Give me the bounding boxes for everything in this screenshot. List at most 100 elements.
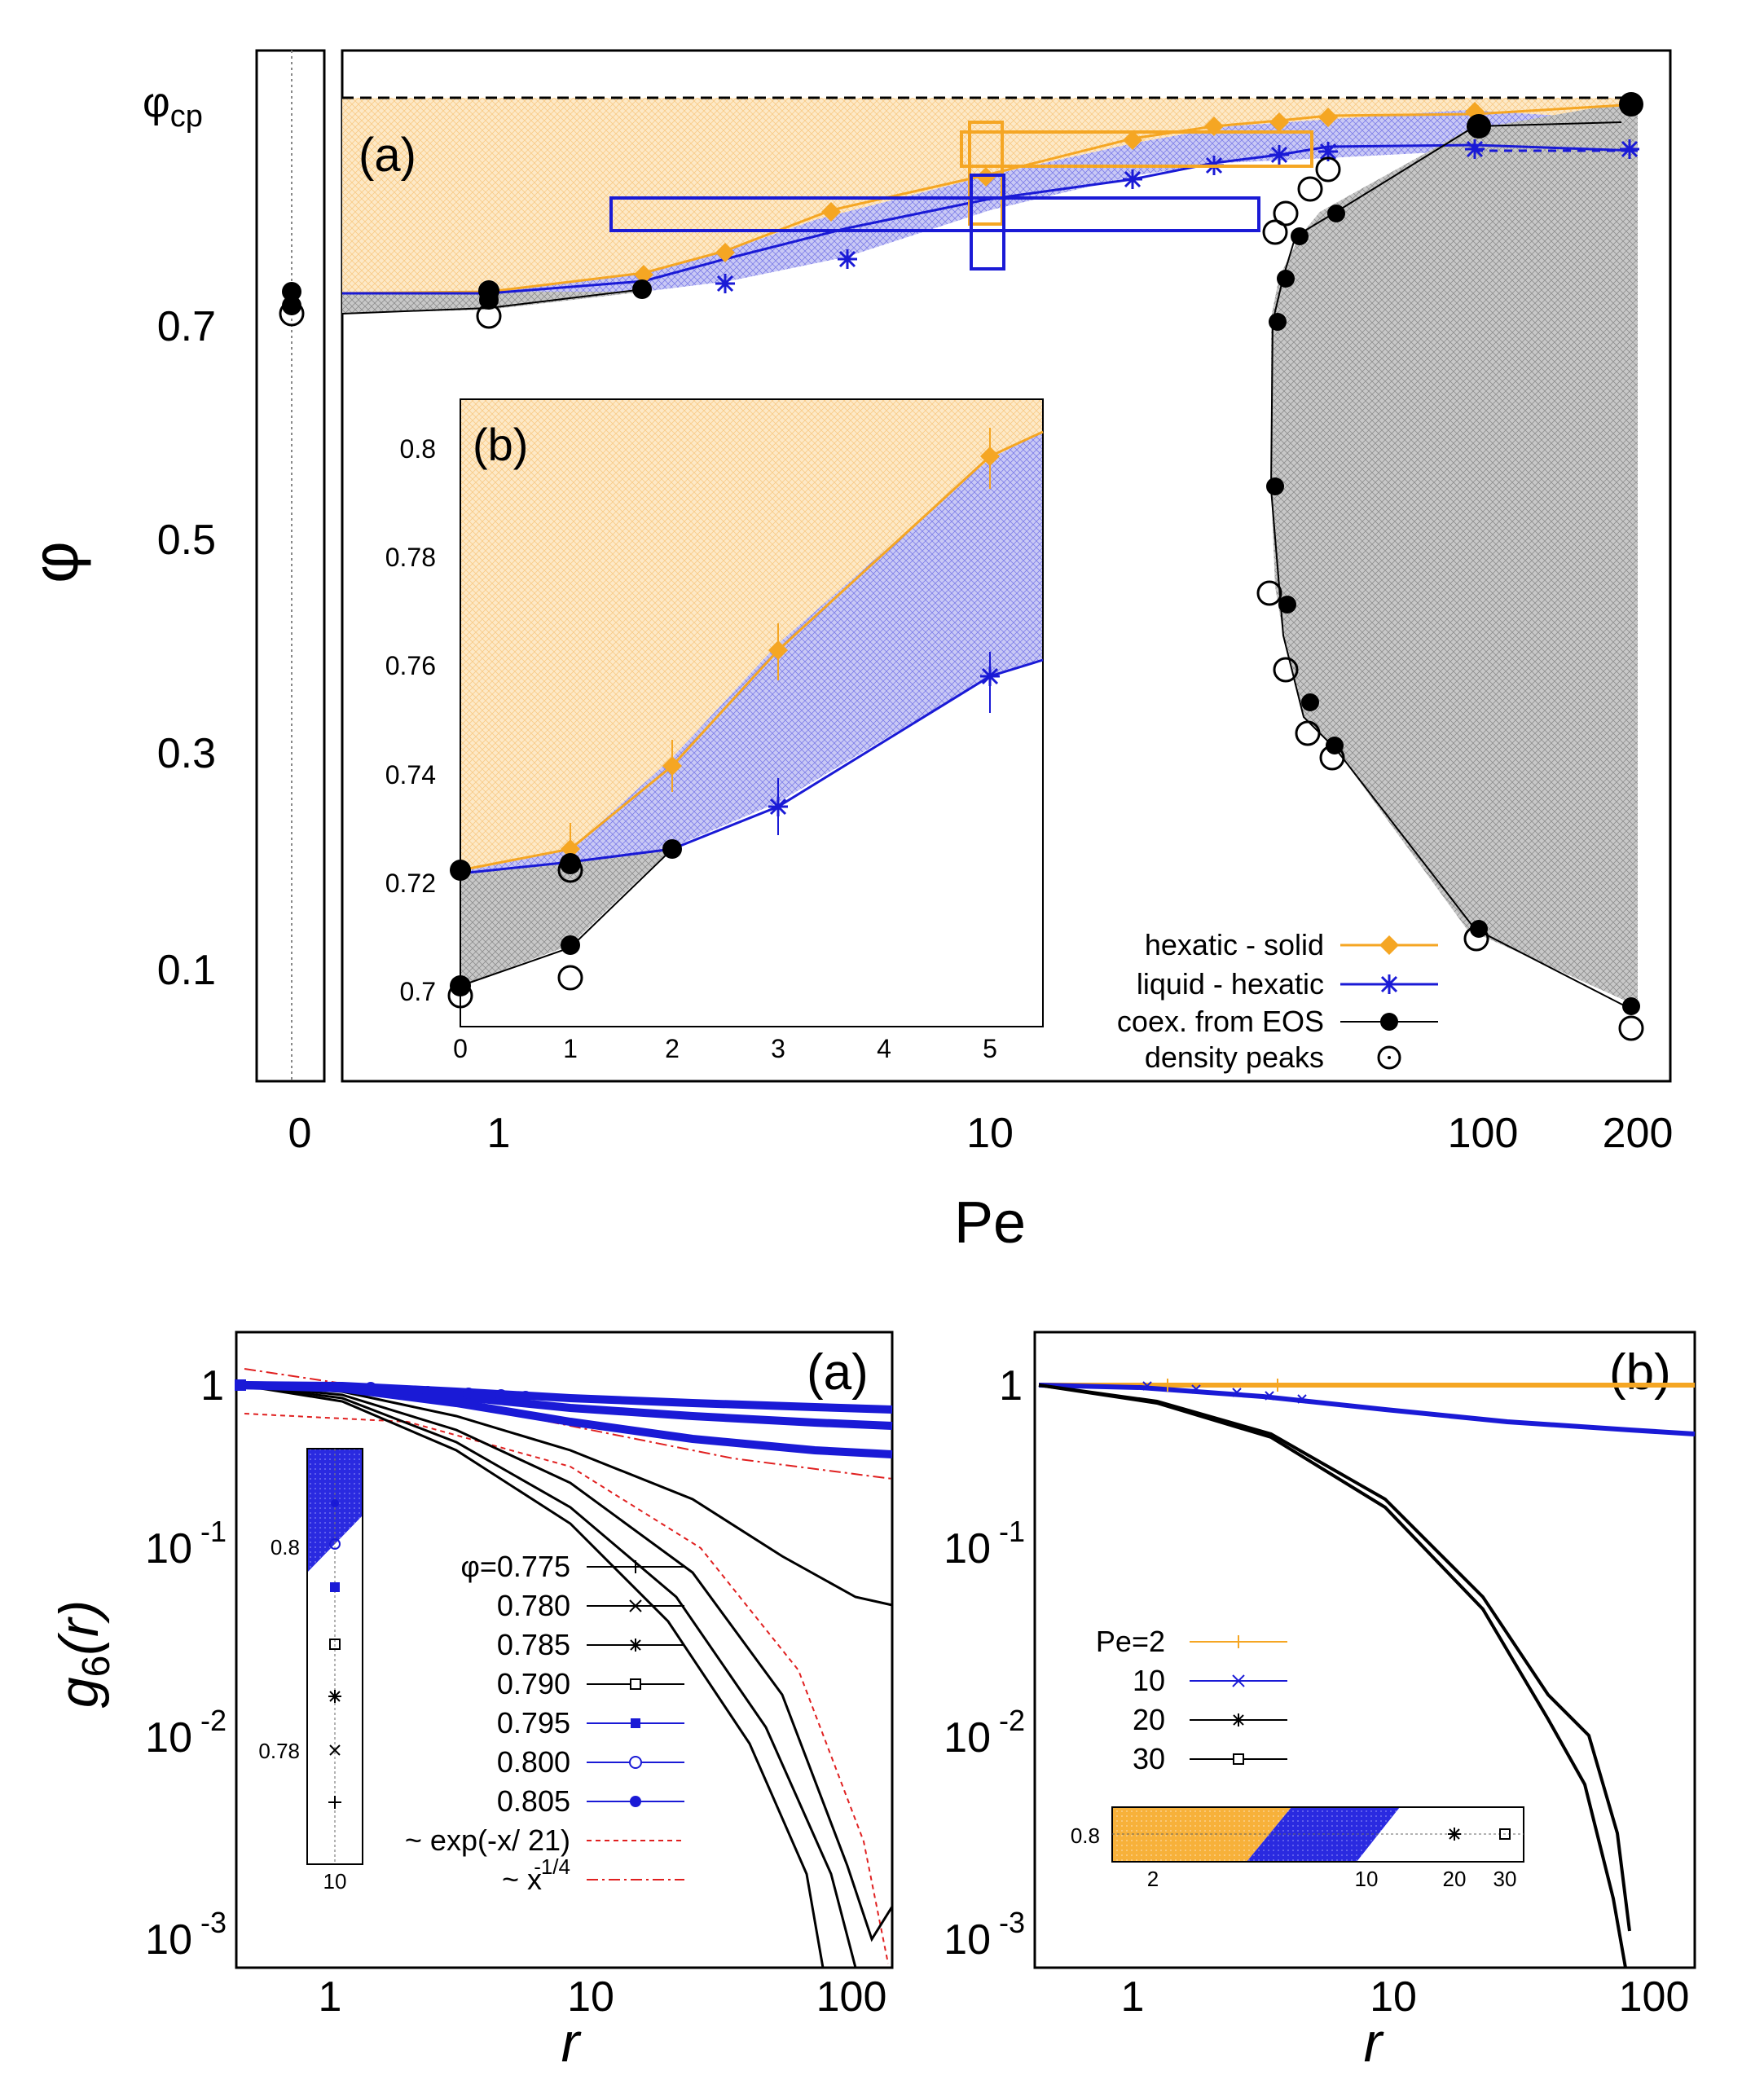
- bl-x-tick: 10: [567, 1973, 614, 2021]
- bl-dot: [463, 1388, 474, 1399]
- dp-marker: [476, 303, 502, 329]
- inset-y-ticks: 0.8 0.78 0.76 0.74 0.72 0.7: [385, 434, 436, 1006]
- top-x-ticks: 0 1 10 100 200: [288, 1110, 1674, 1157]
- inset-eos-markers: [450, 839, 682, 996]
- top-panel: φcp 0.7 0.5 0.3 0.1 φ 0 1 10 100 200 Pe …: [19, 49, 1674, 1256]
- inset-y-tick: 0.72: [385, 869, 436, 898]
- lh-marker: [1123, 169, 1142, 189]
- lh-marker: [1318, 142, 1338, 161]
- lh-marker: [838, 249, 857, 269]
- hexatic-solid-region: [342, 98, 1638, 293]
- hs-marker: [1318, 108, 1338, 127]
- br-y-tick: 10: [944, 1714, 991, 1762]
- inset-y-tick: 0.7: [400, 977, 436, 1006]
- inset-dp-marker: [447, 983, 473, 1009]
- eos-marker: [1467, 114, 1491, 139]
- br-y-tick-exp: -2: [999, 1704, 1025, 1737]
- inset-hs-marker: [662, 756, 682, 776]
- lh-marker: [715, 274, 735, 293]
- density-peak-markers: [279, 156, 1644, 1041]
- liquid-hexatic-region: [489, 110, 1638, 295]
- dp-marker: [279, 301, 305, 327]
- inset-x-ticks: 0 1 2 3 4 5: [453, 1034, 997, 1063]
- bl-legend-label: 0.800: [497, 1745, 570, 1779]
- top-y-tick: 0.5: [157, 517, 216, 564]
- eos-marker: [1301, 693, 1319, 711]
- bl-legend-marker: [629, 1756, 642, 1769]
- legend-label-density-peaks: density peaks: [1145, 1040, 1324, 1074]
- eos-marker: [1470, 920, 1488, 938]
- br-inset-x-tick: 30: [1493, 1867, 1517, 1891]
- lh-marker: [1620, 139, 1639, 159]
- br-curve-pe20: [1038, 1383, 1631, 1932]
- br-markers: [1142, 1381, 1307, 1404]
- bl-legend-label: ~ exp(-x/ 21): [405, 1823, 570, 1857]
- top-y-axis-label: φ: [19, 541, 91, 583]
- inset-x-tick: 3: [771, 1034, 785, 1063]
- hs-marker: [715, 243, 735, 262]
- dp-marker: [1315, 156, 1341, 183]
- bl-square: [235, 1379, 246, 1391]
- bl-curve-0805: [240, 1381, 893, 1414]
- bl-frame: [235, 1331, 894, 1969]
- br-legend-label: 20: [1133, 1703, 1165, 1736]
- inset-x-tick: 1: [563, 1034, 578, 1063]
- br-marker-orange: [1161, 1379, 1174, 1392]
- bl-curve-0790: [240, 1383, 893, 1607]
- legend-label-liquid-hexatic: liquid - hexatic: [1137, 967, 1324, 1001]
- bl-y-axis-label: g6(r): [48, 1600, 118, 1708]
- br-y-tick-exp: -1: [999, 1515, 1025, 1548]
- eos-marker: [1266, 477, 1284, 495]
- bl-x-ticks: 1 10 100: [319, 1973, 887, 2021]
- br-y-tick: 10: [944, 1916, 991, 1964]
- inset-frame: [460, 398, 1044, 1027]
- top-x-tick: 10: [966, 1110, 1014, 1157]
- br-legend-marker: [1232, 1635, 1245, 1648]
- br-marker: [1142, 1381, 1152, 1391]
- highlight-rect-blue-wide: [609, 196, 1260, 232]
- inset-lh-marker: [768, 797, 788, 816]
- inset-dp-markers: [447, 857, 583, 1009]
- inset-hs-marker: [768, 640, 788, 660]
- dp-marker: [1297, 176, 1323, 202]
- inset-eos-marker: [662, 839, 682, 859]
- liquid-hexatic-line: [342, 143, 1639, 295]
- br-legend-label: 30: [1133, 1742, 1165, 1775]
- br-inset-x-tick: 2: [1147, 1867, 1159, 1891]
- bl-legend-marker: [629, 1639, 642, 1652]
- bl-dot: [422, 1386, 433, 1397]
- bl-inset-y-tick: 0.8: [271, 1535, 300, 1559]
- inset-gray-region: [460, 847, 672, 986]
- eos-markers: [282, 92, 1643, 1015]
- bl-inset-mark: [328, 1796, 341, 1809]
- eos-marker: [1622, 997, 1640, 1015]
- top-x-tick: 200: [1603, 1110, 1674, 1157]
- bl-legend-label: 0.795: [497, 1706, 570, 1740]
- bl-curve-0785: [240, 1383, 894, 1942]
- top-panel-label: (a): [359, 129, 416, 182]
- eos-marker: [1278, 596, 1296, 614]
- highlight-rect-blue-tall: [970, 174, 1005, 271]
- inset-hs-marker: [561, 839, 580, 859]
- inset-hs-marker: [980, 446, 1000, 466]
- hs-marker: [1123, 130, 1142, 150]
- br-inset-x-tick: 10: [1355, 1867, 1379, 1891]
- eos-marker: [1619, 92, 1643, 117]
- br-frame: [1033, 1331, 1696, 1969]
- br-marker: [1265, 1391, 1274, 1401]
- top-y-tick: 0.1: [157, 947, 216, 994]
- bottom-right-panel: (b) Pe=2 10 20: [944, 1331, 1696, 2074]
- br-y-ticks: 1 10 -1 10 -2 10 -3: [944, 1362, 1025, 1964]
- bl-y-ticks: 1 10 -1 10 -2 10 -3: [145, 1362, 227, 1964]
- bl-inset-mark: [329, 1639, 341, 1650]
- top-y-tick: 0.3: [157, 730, 216, 777]
- bl-legend-label: φ=0.775: [461, 1550, 570, 1583]
- bl-legend-label: 0.805: [497, 1784, 570, 1818]
- bl-legend-label: 0.780: [497, 1589, 570, 1622]
- legend-label-hexatic-solid: hexatic - solid: [1145, 928, 1324, 961]
- inset-y-tick: 0.74: [385, 760, 436, 790]
- br-x-axis-label: r: [1364, 2012, 1384, 2074]
- bl-x-tick: 1: [319, 1973, 342, 2021]
- highlight-rect-orange-wide: [960, 130, 1313, 168]
- dp-marker: [1295, 720, 1321, 746]
